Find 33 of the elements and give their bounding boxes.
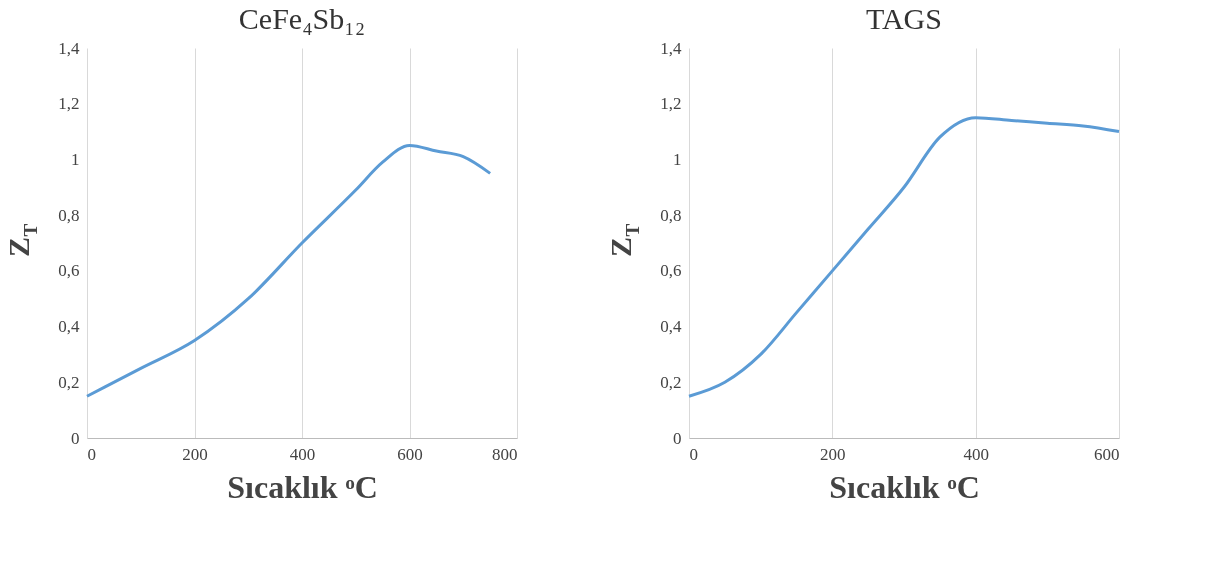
x-tick-label: 0	[689, 444, 698, 464]
y-tick-label: 1,2	[58, 94, 80, 114]
chart-title: CeFe₄Sb₁₂	[238, 2, 366, 35]
y-axis-title: ZT	[2, 223, 41, 257]
x-tick-label: 600	[397, 444, 423, 464]
y-tick-label: 0,4	[58, 317, 80, 337]
line-series	[85, 144, 492, 398]
y-axis-title: ZT	[604, 223, 643, 257]
y-tick-label: 0,2	[660, 372, 682, 392]
x-tick-label: 200	[820, 444, 846, 464]
chart-title: TAGS	[866, 2, 942, 35]
line-series	[687, 116, 1121, 398]
y-tick-label: 0	[71, 428, 80, 448]
y-tick-label: 0,2	[58, 372, 80, 392]
y-tick-label: 1	[71, 149, 80, 169]
y-tick-label: 1,4	[58, 38, 80, 58]
y-tick-label: 0	[673, 428, 682, 448]
y-tick-label: 0,8	[660, 205, 682, 225]
x-axis-title: Sıcaklık ᵒC	[227, 468, 378, 505]
x-tick-label: 0	[87, 444, 96, 464]
y-tick-label: 0,6	[660, 261, 682, 281]
x-tick-label: 400	[963, 444, 989, 464]
y-tick-label: 1,2	[660, 94, 682, 114]
x-axis-title: Sıcaklık ᵒC	[829, 468, 980, 505]
x-tick-label: 200	[182, 444, 208, 464]
y-tick-label: 1,4	[660, 38, 682, 58]
y-tick-label: 1	[673, 149, 682, 169]
y-tick-label: 0,4	[660, 317, 682, 337]
x-tick-label: 400	[289, 444, 316, 464]
y-tick-label: 0,8	[58, 205, 80, 225]
x-tick-label: 800	[492, 444, 518, 464]
x-tick-label: 600	[1094, 444, 1120, 464]
y-tick-label: 0,6	[58, 261, 80, 281]
